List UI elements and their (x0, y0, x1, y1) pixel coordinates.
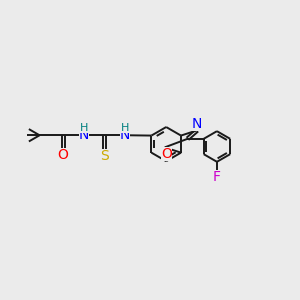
Text: N: N (192, 117, 202, 131)
Text: H: H (80, 123, 88, 133)
Text: S: S (100, 148, 109, 163)
Text: F: F (213, 170, 221, 184)
Text: H: H (121, 123, 129, 133)
Text: N: N (120, 128, 130, 142)
Text: O: O (161, 147, 172, 161)
Text: O: O (58, 148, 69, 162)
Text: N: N (79, 128, 89, 142)
